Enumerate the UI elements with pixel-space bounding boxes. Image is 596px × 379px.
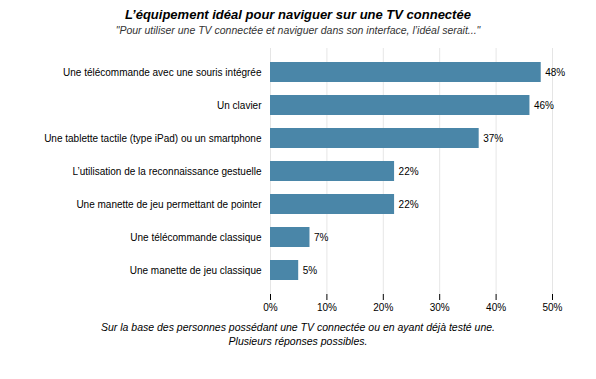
svg-text:22%: 22%: [399, 199, 419, 210]
svg-text:46%: 46%: [534, 100, 554, 111]
svg-text:7%: 7%: [314, 232, 329, 243]
svg-text:20%: 20%: [373, 302, 393, 313]
svg-text:Une télécommande classique: Une télécommande classique: [130, 232, 262, 243]
svg-text:Une tablette tactile (type iPa: Une tablette tactile (type iPad) ou un s…: [44, 133, 262, 144]
svg-text:0%: 0%: [263, 302, 278, 313]
svg-text:50%: 50%: [542, 302, 562, 313]
svg-text:40%: 40%: [486, 302, 506, 313]
svg-text:Une télécommande avec une sour: Une télécommande avec une souris intégré…: [63, 67, 262, 78]
svg-text:Un clavier: Un clavier: [217, 100, 262, 111]
svg-text:10%: 10%: [317, 302, 337, 313]
svg-text:48%: 48%: [545, 67, 565, 78]
svg-text:L’utilisation de la reconnaiss: L’utilisation de la reconnaissance gestu…: [72, 166, 261, 177]
svg-text:5%: 5%: [303, 265, 318, 276]
svg-text:22%: 22%: [399, 166, 419, 177]
html-text:"Pour utiliser une TV connecté: "Pour utiliser une TV connectée et navig…: [115, 24, 481, 36]
svg-text:Une manette de jeu permettant: Une manette de jeu permettant de pointer: [76, 199, 262, 210]
svg-text:Une manette de jeu classique: Une manette de jeu classique: [130, 265, 262, 276]
svg-text:30%: 30%: [430, 302, 450, 313]
html-text:L’équipement idéal pour navigu: L’équipement idéal pour naviguer sur une…: [125, 7, 471, 22]
html-text:Sur la base des personnes poss: Sur la base des personnes possédant une …: [101, 321, 495, 333]
svg-text:37%: 37%: [483, 133, 503, 144]
html-text:Plusieurs réponses possibles.: Plusieurs réponses possibles.: [228, 335, 368, 347]
